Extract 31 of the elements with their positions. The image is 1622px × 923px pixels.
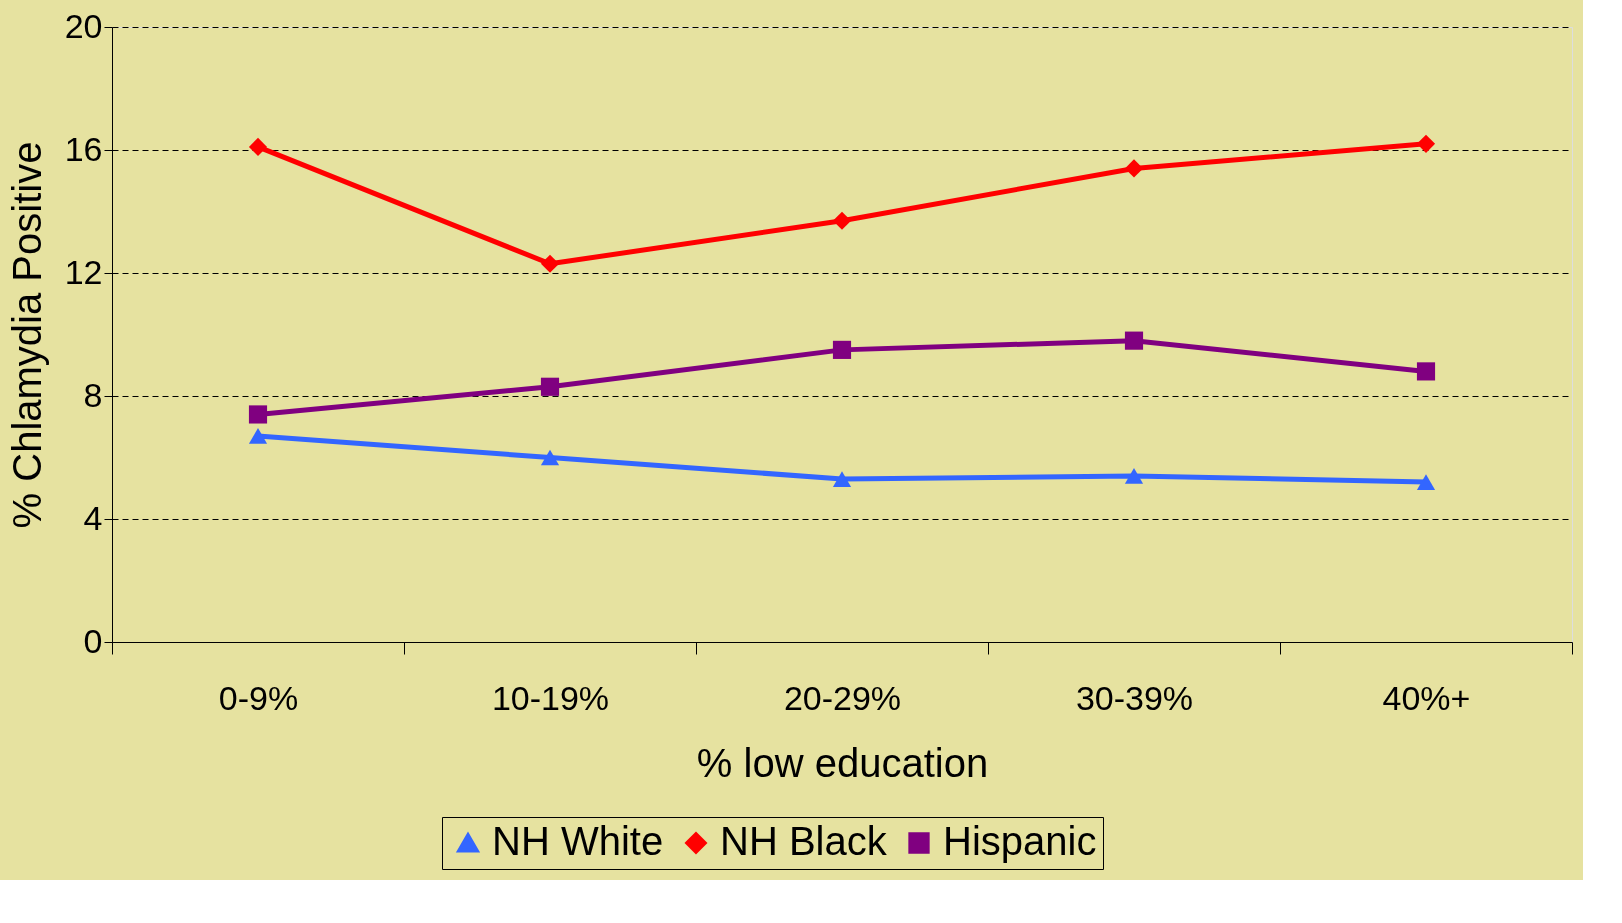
point bbox=[248, 137, 268, 157]
x-axis-title: % low education bbox=[696, 740, 989, 785]
point bbox=[540, 449, 560, 466]
point bbox=[540, 254, 560, 273]
x-tick-label: 10-19% bbox=[491, 678, 610, 717]
point bbox=[1416, 134, 1436, 153]
x-tick-label: 30-39% bbox=[1075, 678, 1194, 717]
x-tick-label: 0-9% bbox=[218, 678, 299, 717]
y-axis-title: % Chlamydia Positive bbox=[4, 141, 49, 529]
y-tick-label: 16 bbox=[64, 129, 103, 168]
y-tick-label: 8 bbox=[83, 375, 103, 414]
y-tick-label: 12 bbox=[64, 252, 103, 291]
point bbox=[248, 405, 268, 424]
point bbox=[540, 377, 560, 396]
point bbox=[1416, 474, 1436, 490]
y-tick-label: 0 bbox=[83, 621, 103, 660]
legend-label: Hispanic bbox=[943, 819, 1097, 863]
point bbox=[832, 471, 852, 487]
point bbox=[248, 428, 268, 444]
point bbox=[1124, 159, 1144, 178]
point bbox=[832, 211, 852, 230]
point bbox=[832, 340, 852, 359]
point bbox=[1416, 362, 1436, 381]
x-tick-label: 20-29% bbox=[783, 678, 902, 717]
legend-label: NH White bbox=[492, 819, 664, 863]
point bbox=[1124, 468, 1144, 484]
y-tick-label: 4 bbox=[83, 498, 103, 537]
x-tick-label: 40%+ bbox=[1382, 678, 1471, 717]
point bbox=[1124, 331, 1144, 350]
y-tick-label: 20 bbox=[64, 6, 103, 45]
legend-label: NH Black bbox=[720, 819, 888, 863]
